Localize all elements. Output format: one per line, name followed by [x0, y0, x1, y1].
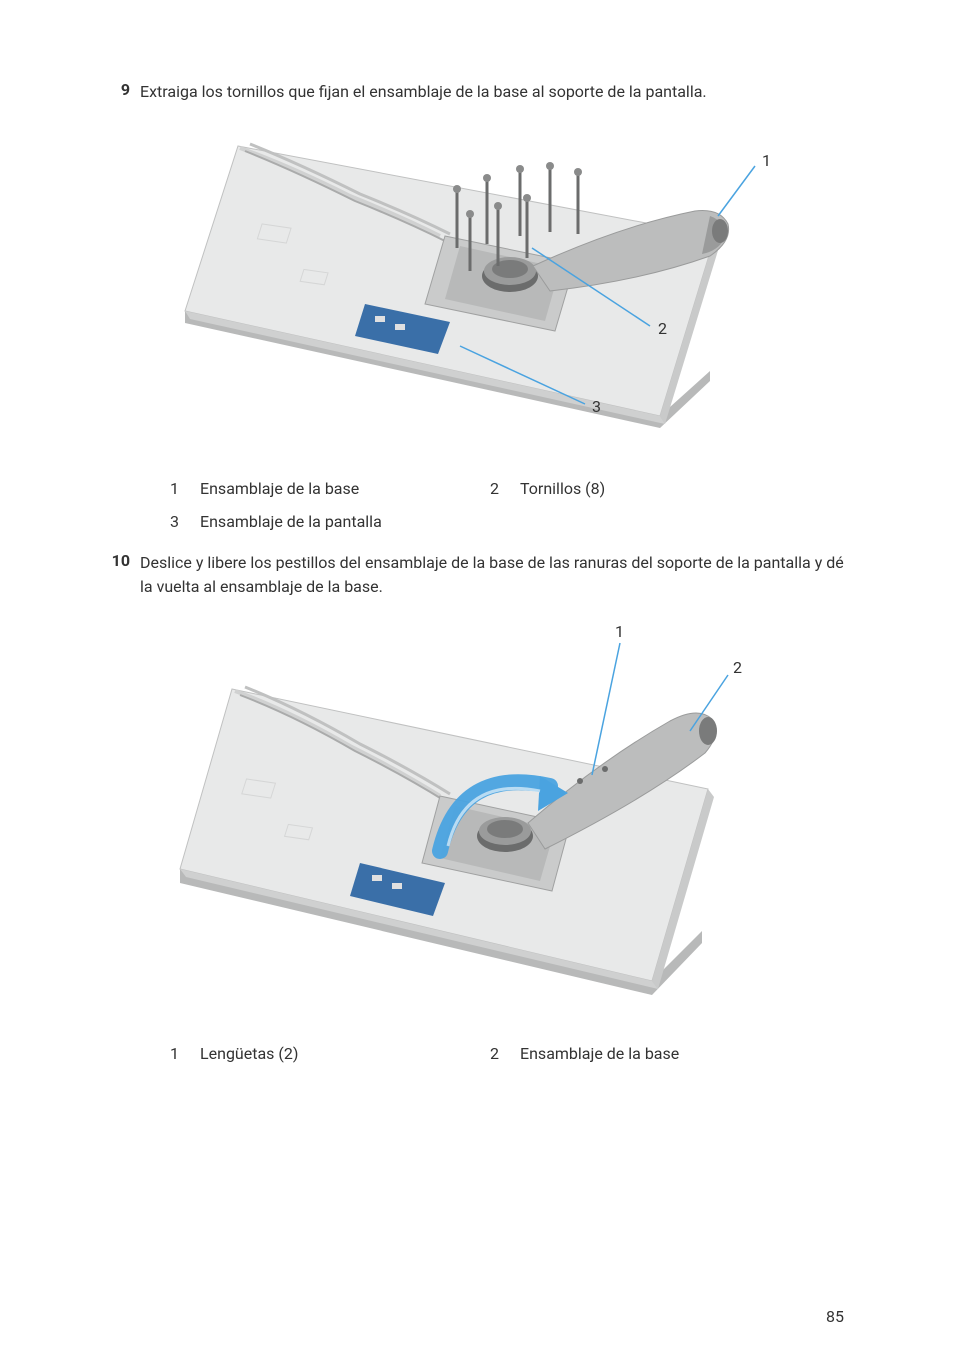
callout-num: 1	[170, 1044, 182, 1063]
figure-2-svg: 1 2	[150, 611, 790, 1026]
callout-num: 2	[490, 479, 502, 498]
figure-1: 1 2 3	[150, 116, 844, 461]
hinge-cap-top	[487, 820, 523, 838]
pcb-chip	[392, 883, 402, 889]
figure-2-callouts: 1 Lengüetas (2) 2 Ensamblaje de la base	[170, 1044, 844, 1063]
callout-cell: 3 Ensamblaje de la pantalla	[170, 512, 490, 531]
callout-2-label: 2	[733, 658, 742, 677]
callout-num: 2	[490, 1044, 502, 1063]
stand-foot	[699, 717, 717, 745]
callout-cell: 1 Ensamblaje de la base	[170, 479, 490, 498]
step-10: 10 Deslice y libere los pestillos del en…	[110, 551, 844, 599]
pcb-chip	[375, 316, 385, 322]
pcb-chip	[395, 324, 405, 330]
callout-row: 3 Ensamblaje de la pantalla	[170, 512, 844, 531]
callout-cell: 1 Lengüetas (2)	[170, 1044, 490, 1063]
callout-row: 1 Lengüetas (2) 2 Ensamblaje de la base	[170, 1044, 844, 1063]
step-text: Deslice y libere los pestillos del ensam…	[140, 551, 844, 599]
step-number: 9	[110, 80, 140, 104]
step-number: 10	[110, 551, 140, 599]
callout-line-1	[718, 166, 755, 216]
figure-2: 1 2	[150, 611, 844, 1026]
step-9: 9 Extraiga los tornillos que fijan el en…	[110, 80, 844, 104]
tab-2	[602, 766, 608, 772]
callout-label: Lengüetas (2)	[200, 1044, 298, 1063]
callout-cell: 2 Ensamblaje de la base	[490, 1044, 770, 1063]
callout-1-label: 1	[762, 151, 771, 170]
callout-num: 1	[170, 479, 182, 498]
callout-label: Ensamblaje de la base	[200, 479, 359, 498]
callout-row: 1 Ensamblaje de la base 2 Tornillos (8)	[170, 479, 844, 498]
figure-1-callouts: 1 Ensamblaje de la base 2 Tornillos (8) …	[170, 479, 844, 531]
callout-1-label: 1	[615, 622, 624, 641]
pcb-chip	[372, 875, 382, 881]
callout-num: 3	[170, 512, 182, 531]
callout-3-label: 3	[592, 397, 601, 416]
step-text: Extraiga los tornillos que fijan el ensa…	[140, 80, 844, 104]
callout-label: Ensamblaje de la base	[520, 1044, 679, 1063]
callout-cell: 2 Tornillos (8)	[490, 479, 770, 498]
callout-label: Tornillos (8)	[520, 479, 605, 498]
stand-foot	[712, 219, 728, 243]
callout-label: Ensamblaje de la pantalla	[200, 512, 382, 531]
figure-1-svg: 1 2 3	[150, 116, 790, 461]
page-number: 85	[826, 1307, 844, 1326]
callout-2-label: 2	[658, 319, 667, 338]
tab-1	[577, 778, 583, 784]
